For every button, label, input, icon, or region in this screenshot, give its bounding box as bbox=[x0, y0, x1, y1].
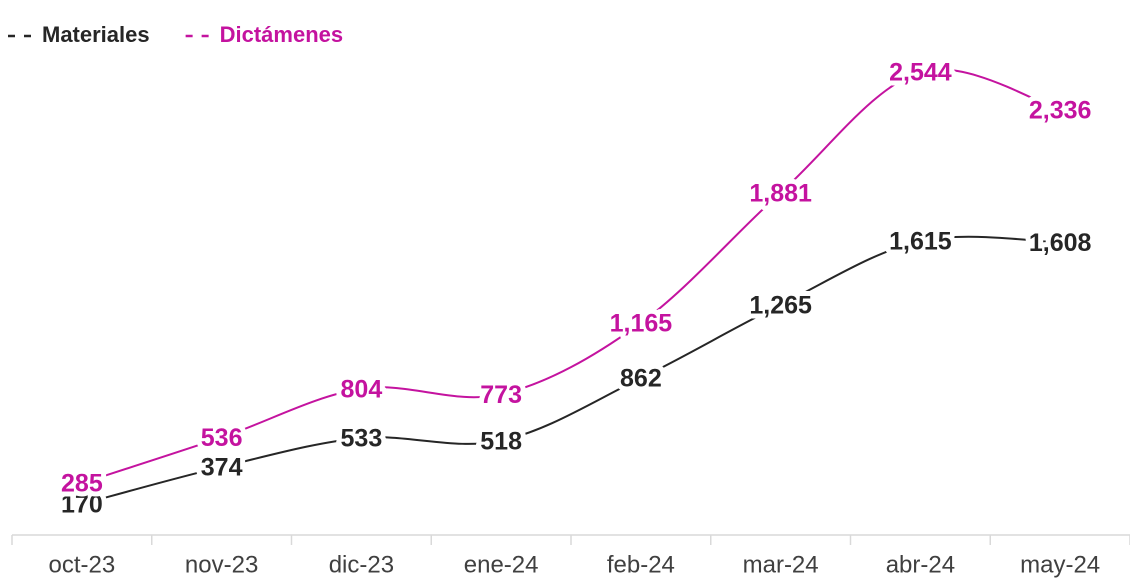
data-label: 533 bbox=[341, 425, 383, 453]
x-tick-label: may-24 bbox=[1020, 551, 1100, 578]
series-line bbox=[81, 235, 1061, 506]
data-label: 170 bbox=[61, 491, 103, 519]
data-label: 862 bbox=[620, 365, 662, 393]
data-label: 2,336 bbox=[1029, 96, 1092, 124]
data-label: 1,608 bbox=[1029, 229, 1092, 257]
legend-label: Materiales bbox=[42, 22, 150, 47]
data-label: 285 bbox=[61, 470, 103, 498]
data-label: 1,615 bbox=[889, 228, 952, 256]
data-label: 1,165 bbox=[610, 310, 673, 338]
series-line bbox=[81, 68, 1061, 485]
data-label: 2,544 bbox=[889, 59, 952, 87]
data-label: 1,881 bbox=[749, 179, 812, 207]
x-tick-label: nov-23 bbox=[185, 551, 258, 578]
data-label: 518 bbox=[480, 427, 522, 455]
data-label: 773 bbox=[480, 381, 522, 409]
legend-label: Dictámenes bbox=[220, 22, 344, 47]
x-tick-label: ene-24 bbox=[464, 551, 539, 578]
x-tick-label: feb-24 bbox=[607, 551, 675, 578]
x-tick-label: abr-24 bbox=[886, 551, 955, 578]
data-label: 536 bbox=[201, 424, 243, 452]
data-label: 374 bbox=[201, 454, 243, 482]
x-tick-label: oct-23 bbox=[49, 551, 116, 578]
legend-item: Dictámenes bbox=[185, 22, 344, 47]
x-tick-label: mar-24 bbox=[743, 551, 819, 578]
data-label: 1,265 bbox=[749, 291, 812, 319]
data-label: 804 bbox=[341, 375, 383, 403]
x-tick-label: dic-23 bbox=[329, 551, 394, 578]
legend-item: Materiales bbox=[8, 22, 150, 47]
